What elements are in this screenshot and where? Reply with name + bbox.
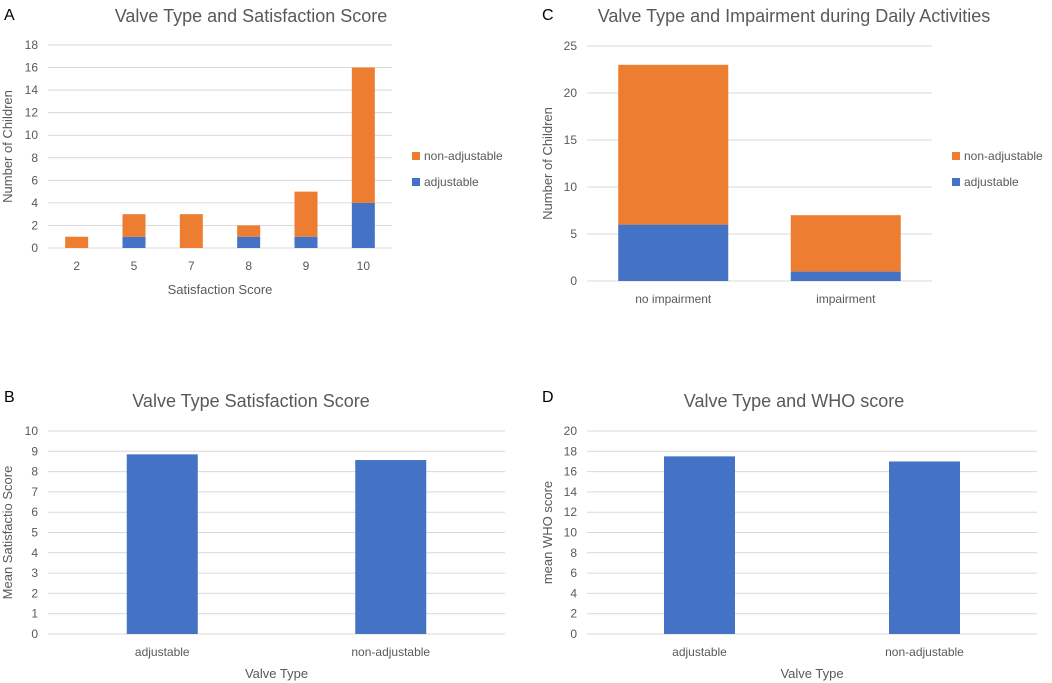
x-tick-label: no impairment	[635, 292, 712, 306]
bar-non-adjustable-2	[65, 236, 89, 248]
y-tick-label: 4	[31, 546, 38, 560]
x-tick-label: adjustable	[135, 645, 190, 659]
x-tick-label: non-adjustable	[885, 645, 964, 659]
legend-swatch	[952, 178, 960, 186]
legend-label: non-adjustable	[424, 149, 503, 163]
legend-swatch	[952, 152, 960, 160]
bar-adjustable-10	[351, 202, 375, 248]
y-tick-label: 2	[31, 586, 38, 600]
y-tick-label: 6	[31, 505, 38, 519]
y-tick-label: 18	[564, 444, 578, 458]
legend-label: adjustable	[964, 175, 1019, 189]
y-tick-label: 10	[25, 424, 39, 438]
legend-label: non-adjustable	[964, 149, 1043, 163]
y-tick-label: 3	[31, 566, 38, 580]
bar-non-adjustable-8	[237, 225, 261, 237]
y-tick-label: 1	[31, 607, 38, 621]
bar-adjustable-5	[122, 236, 146, 248]
x-tick-label: 8	[245, 259, 252, 273]
y-tick-label: 16	[25, 61, 39, 75]
y-tick-label: 14	[25, 83, 39, 97]
y-tick-label: 5	[570, 227, 577, 241]
y-axis-title: Mean Satisfactio Score	[0, 466, 15, 600]
y-tick-label: 20	[564, 86, 578, 100]
y-tick-label: 7	[31, 485, 38, 499]
y-tick-label: 0	[570, 274, 577, 288]
bar-non-adjustable-5	[122, 214, 146, 237]
chart-title: Valve Type and Impairment during Daily A…	[598, 6, 991, 26]
y-tick-label: 6	[31, 173, 38, 187]
y-tick-label: 10	[564, 180, 578, 194]
chart-title: Valve Type and WHO score	[684, 391, 904, 411]
x-axis-title: Valve Type	[245, 666, 308, 681]
chart-title: Valve Type Satisfaction Score	[132, 391, 369, 411]
y-tick-label: 4	[31, 196, 38, 210]
legend-swatch	[412, 178, 420, 186]
x-tick-label: 5	[131, 259, 138, 273]
y-tick-label: 2	[31, 218, 38, 232]
bar-mean-who-score-non-adjustable	[889, 461, 960, 634]
chart-panel-c: C Valve Type and Impairment during Daily …	[540, 6, 1043, 306]
bar-non-adjustable-7	[179, 214, 203, 248]
chart-title: Valve Type and Satisfaction Score	[115, 6, 388, 26]
chart-panel-b: B Valve Type Satisfaction Score 0 1 2 3 4 5 6 7 8 9…	[0, 389, 505, 681]
panel-letter: C	[542, 7, 554, 24]
bar-non-adjustable-9	[294, 191, 318, 237]
bar-adjustable-8	[237, 236, 261, 248]
chart-panel-d: D Valve Type and WHO score 0 2 4 6 8 10 12 14 16 18…	[540, 389, 1037, 681]
panel-letter: B	[4, 389, 15, 406]
legend-swatch	[412, 152, 420, 160]
y-tick-label: 8	[31, 465, 38, 479]
y-tick-label: 8	[31, 151, 38, 165]
legend: non-adjustable adjustable	[412, 149, 503, 189]
chart-panel-a: A Valve Type and Satisfaction Score 0 2 4 6 8 1…	[0, 6, 503, 297]
bar-mean-who-score-adjustable	[664, 456, 735, 634]
y-tick-label: 10	[25, 128, 39, 142]
bar-non-adjustable-impairment	[790, 215, 901, 272]
x-tick-label: non-adjustable	[351, 645, 430, 659]
y-tick-label: 0	[31, 627, 38, 641]
bar-adjustable-impairment	[790, 271, 901, 281]
y-tick-label: 8	[570, 546, 577, 560]
y-tick-label: 0	[31, 241, 38, 255]
bar-adjustable-no-impairment	[618, 224, 729, 281]
y-axis-title: Number of Children	[540, 107, 555, 220]
y-axis-title: mean WHO score	[540, 481, 555, 584]
panel-letter: A	[4, 7, 15, 24]
x-axis-title: Valve Type	[780, 666, 843, 681]
bar-mean-satisfaction-score-non-adjustable	[355, 460, 427, 634]
y-tick-label: 25	[564, 39, 578, 53]
y-tick-label: 14	[564, 485, 578, 499]
panel-letter: D	[542, 389, 554, 406]
x-axis-title: Satisfaction Score	[168, 282, 273, 297]
bar-adjustable-9	[294, 236, 318, 248]
y-tick-label: 2	[570, 607, 577, 621]
legend: non-adjustable adjustable	[952, 149, 1043, 189]
y-tick-label: 5	[31, 526, 38, 540]
bar-non-adjustable-no-impairment	[618, 64, 729, 225]
y-tick-label: 10	[564, 526, 578, 540]
x-tick-label: 7	[188, 259, 195, 273]
y-tick-label: 0	[570, 627, 577, 641]
y-tick-label: 12	[25, 106, 39, 120]
y-tick-label: 16	[564, 465, 578, 479]
y-tick-label: 15	[564, 133, 578, 147]
legend-label: adjustable	[424, 175, 479, 189]
y-tick-label: 6	[570, 566, 577, 580]
x-tick-label: impairment	[816, 292, 876, 306]
y-tick-label: 9	[31, 444, 38, 458]
y-tick-label: 20	[564, 424, 578, 438]
bar-mean-satisfaction-score-adjustable	[126, 454, 198, 634]
bar-non-adjustable-10	[351, 67, 375, 203]
y-axis-title: Number of Children	[0, 90, 15, 203]
x-tick-label: 10	[357, 259, 371, 273]
x-tick-label: 9	[303, 259, 310, 273]
x-tick-label: 2	[73, 259, 80, 273]
y-tick-label: 18	[25, 38, 39, 52]
x-tick-label: adjustable	[672, 645, 727, 659]
y-tick-label: 12	[564, 505, 578, 519]
y-tick-label: 4	[570, 586, 577, 600]
